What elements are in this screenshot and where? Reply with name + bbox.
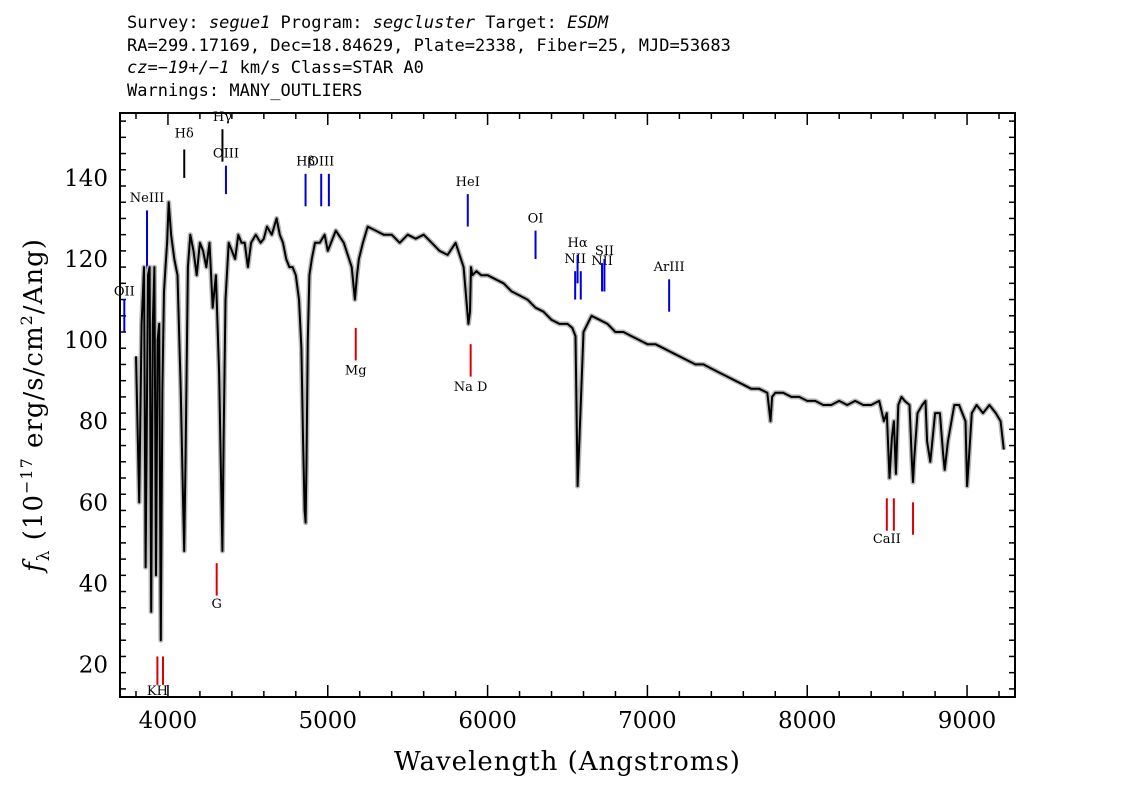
cz-value: −19+/−1 [157,58,230,78]
target-label: Target: [475,13,568,33]
y-axis-label-exp1: −17 [17,457,36,494]
survey-label: Survey: [127,13,209,33]
line-marker-label: HeI [456,175,480,190]
line-marker-label: Hδ [175,126,194,141]
header-survey-line: Survey: segue1 Program: segcluster Targe… [127,12,1027,35]
line-marker-label: ArIII [653,260,685,275]
y-axis-label: fλ (10−17 erg/s/cm2/Ang) [17,238,54,574]
target-value: ESDM [567,13,609,33]
y-axis-label-part1: (10 [19,494,49,550]
y-tick-label: 80 [79,409,108,435]
survey-value: segue1 [208,13,271,33]
line-marker-label: NeIII [130,191,164,206]
spectral-line-markers: NeIIIOIIHδHγOIIIHβOIIIHeIOINIIHαNIISIIAr… [114,110,915,699]
line-marker-label: NII [591,254,613,269]
y-axis-label-exp2: 2 [17,314,36,325]
line-marker-label: Na D [454,380,488,395]
y-tick-label: 100 [64,328,108,354]
line-marker-label: Hα [568,236,588,251]
program-value: segcluster [372,13,476,33]
spectrum-series [133,199,1007,643]
x-axis-label: Wavelength (Angstroms) [394,747,741,777]
cz-label: cz= [127,58,158,78]
x-tick-label: 9000 [938,708,997,734]
y-tick-label: 20 [79,653,108,679]
line-marker-label: KH [147,684,168,699]
class-text: km/s Class=STAR A0 [229,58,424,78]
line-marker-label: G [211,597,221,612]
line-marker-label: OIII [213,147,239,162]
y-tick-label: 120 [64,247,108,273]
y-axis-label-part3: /Ang) [19,238,49,314]
y-axis-label-f: f [19,558,49,574]
spectrum-line [135,201,1005,642]
x-tick-label: 5000 [298,708,357,734]
x-tick-label: 6000 [458,708,517,734]
x-tick-label: 7000 [618,708,677,734]
x-tick-label: 8000 [778,708,837,734]
header-warnings-line: Warnings: MANY_OUTLIERS [127,80,363,101]
line-marker-label: SII [595,244,614,259]
header-redshift-line: cz=−19+/−1 km/s Class=STAR A0 [127,57,1027,80]
x-tick-label: 4000 [139,708,198,734]
y-axis-label-sub: λ [34,549,54,561]
line-marker-label: OI [528,212,544,227]
y-tick-labels: 20 40 60 80 100 120 140 [64,166,108,679]
line-marker-label: CaII [873,532,901,547]
line-marker-label: Hβ [296,155,315,170]
y-tick-label: 40 [79,571,108,597]
program-label: Program: [270,13,373,33]
spectrum-error-band [133,199,1007,643]
line-marker-label: OII [114,285,135,300]
line-marker-label: OIII [308,155,334,170]
y-tick-label: 60 [79,490,108,516]
plot-frame [119,112,1016,698]
header-coordinates-line: RA=299.17169, Dec=18.84629, Plate=2338, … [127,35,731,56]
y-axis-label-part2: erg/s/cm [19,325,49,457]
y-tick-label: 140 [64,166,108,192]
x-tick-labels: 4000 5000 6000 7000 8000 9000 [139,708,997,734]
spectrum-header: Survey: segue1 Program: segcluster Targe… [127,12,1027,102]
line-marker-label: NII [564,252,586,267]
line-marker-label: Mg [345,364,367,379]
